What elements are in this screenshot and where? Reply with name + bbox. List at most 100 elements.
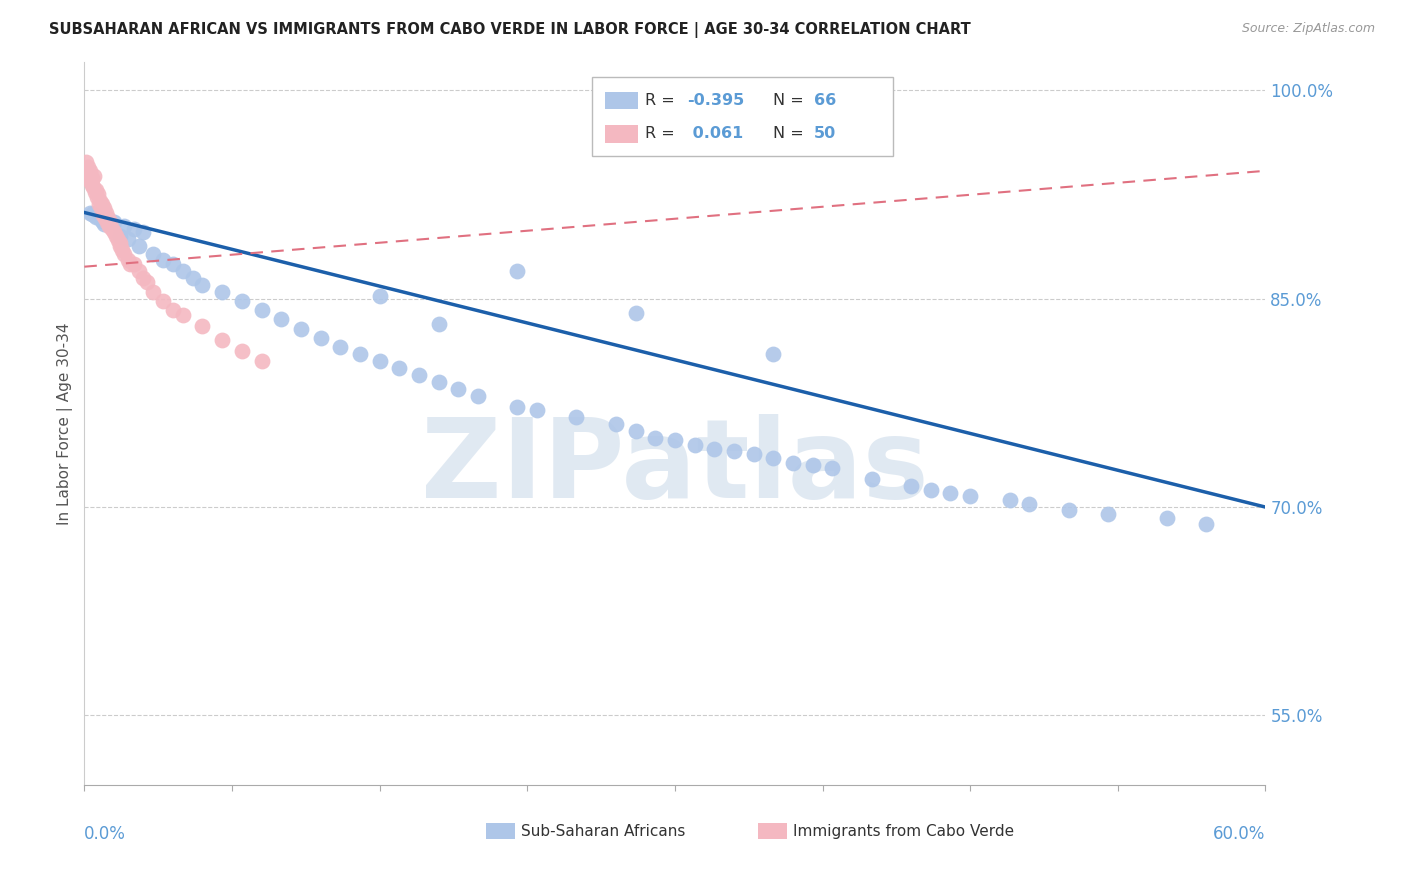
Point — [76, 164, 98, 178]
Text: N =: N = — [773, 94, 808, 108]
Point — [94, 211, 117, 225]
Point — [108, 229, 131, 244]
Point — [231, 294, 253, 309]
Point — [82, 180, 104, 194]
Text: N =: N = — [773, 127, 808, 142]
Text: 0.061: 0.061 — [686, 127, 742, 142]
Point — [250, 354, 273, 368]
Point — [82, 207, 104, 221]
Point — [782, 456, 804, 470]
Point — [108, 235, 131, 250]
Text: 50: 50 — [814, 127, 837, 142]
Point — [79, 169, 101, 184]
Point — [82, 170, 104, 185]
Point — [624, 424, 647, 438]
Point — [250, 302, 273, 317]
Point — [82, 178, 104, 192]
Point — [605, 417, 627, 431]
Point — [83, 169, 105, 184]
Point — [77, 160, 100, 174]
Point — [84, 185, 107, 199]
Point — [128, 264, 150, 278]
Point — [91, 208, 114, 222]
Point — [211, 334, 233, 348]
Point — [112, 247, 135, 261]
Text: 0.0%: 0.0% — [84, 825, 127, 843]
Point — [152, 294, 174, 309]
FancyBboxPatch shape — [486, 823, 516, 839]
Point — [98, 219, 120, 234]
Point — [111, 243, 134, 257]
Point — [427, 317, 450, 331]
Point — [91, 214, 114, 228]
Point — [900, 479, 922, 493]
Point — [103, 225, 125, 239]
Point — [447, 382, 470, 396]
Point — [86, 190, 108, 204]
Point — [309, 330, 332, 344]
Y-axis label: In Labor Force | Age 30-34: In Labor Force | Age 30-34 — [58, 322, 73, 525]
Point — [860, 472, 883, 486]
Point — [565, 409, 588, 424]
Text: ZIPatlas: ZIPatlas — [420, 414, 929, 521]
Point — [624, 305, 647, 319]
Text: Immigrants from Cabo Verde: Immigrants from Cabo Verde — [793, 823, 1014, 838]
Point — [1057, 503, 1080, 517]
Point — [93, 202, 115, 216]
Point — [231, 344, 253, 359]
Point — [98, 215, 121, 229]
Point — [920, 483, 942, 498]
Point — [683, 437, 706, 451]
Point — [162, 302, 184, 317]
Point — [79, 164, 101, 178]
Point — [1018, 497, 1040, 511]
Point — [142, 285, 165, 299]
Point — [107, 233, 129, 247]
Point — [329, 340, 352, 354]
Text: -0.395: -0.395 — [686, 94, 744, 108]
Point — [136, 275, 159, 289]
Point — [122, 222, 145, 236]
Point — [104, 229, 127, 244]
Point — [191, 277, 214, 292]
Point — [97, 211, 120, 225]
Point — [94, 205, 117, 219]
Point — [162, 257, 184, 271]
Point — [506, 264, 529, 278]
Point — [132, 270, 155, 285]
Point — [181, 270, 204, 285]
Point — [467, 389, 489, 403]
Text: SUBSAHARAN AFRICAN VS IMMIGRANTS FROM CABO VERDE IN LABOR FORCE | AGE 30-34 CORR: SUBSAHARAN AFRICAN VS IMMIGRANTS FROM CA… — [49, 22, 972, 38]
Point — [84, 183, 107, 197]
Point — [1156, 511, 1178, 525]
Point — [80, 173, 103, 187]
Point — [388, 361, 411, 376]
Point — [349, 347, 371, 361]
Point — [112, 219, 135, 234]
Point — [89, 211, 111, 225]
Point — [93, 217, 115, 231]
Point — [75, 155, 97, 169]
Point — [172, 264, 194, 278]
Point — [152, 252, 174, 267]
Text: R =: R = — [645, 94, 681, 108]
Point — [723, 444, 745, 458]
Point — [506, 400, 529, 414]
Point — [84, 210, 107, 224]
Point — [408, 368, 430, 382]
Point — [762, 451, 785, 466]
Point — [101, 222, 124, 236]
Point — [142, 247, 165, 261]
Text: 66: 66 — [814, 94, 837, 108]
Point — [122, 257, 145, 271]
FancyBboxPatch shape — [605, 125, 638, 143]
Point — [77, 167, 100, 181]
Point — [526, 402, 548, 417]
Point — [368, 354, 391, 368]
Point — [644, 431, 666, 445]
Point — [959, 489, 981, 503]
Point — [1195, 516, 1218, 531]
Point — [270, 312, 292, 326]
Point — [172, 309, 194, 323]
Point — [703, 442, 725, 456]
